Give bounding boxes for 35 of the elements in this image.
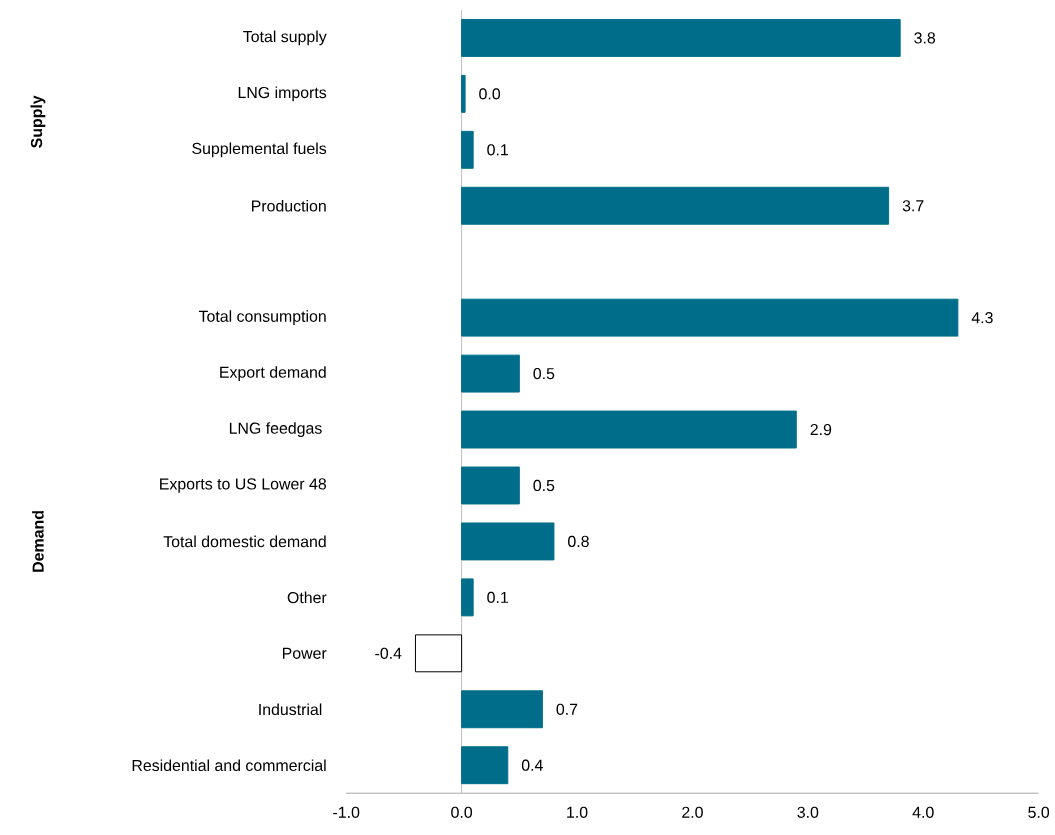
x-tick-label: 2.0	[682, 806, 703, 818]
x-tick-label: 4.0	[912, 806, 934, 818]
y-tick-label: Industrial	[259, 703, 322, 716]
text: Demand	[32, 511, 44, 572]
data-label: 0.0	[479, 88, 501, 100]
data-label: 0.4	[521, 759, 543, 771]
y-tick-label: LNG feedgas	[229, 422, 322, 437]
y-tick-label: Power	[282, 647, 327, 659]
y-tick-label: Export demand	[220, 366, 326, 381]
y-tick-label: Exports to US Lower 48	[160, 478, 327, 493]
data-label: 3.8	[914, 32, 936, 44]
data-label: 3.7	[902, 200, 924, 212]
data-label: 0.1	[487, 144, 508, 156]
x-tick-label: 1.0	[567, 806, 588, 818]
x-tick-label: -1.0	[333, 806, 360, 818]
y-tick-label: Production	[252, 199, 326, 212]
x-tick-label: 3.0	[797, 806, 819, 818]
data-label: 0.1	[487, 591, 508, 603]
data-label: 0.5	[533, 479, 555, 492]
data-label: 4.3	[971, 311, 993, 324]
data-label: -0.4	[375, 647, 402, 659]
x-tick-label: 0.0	[451, 806, 473, 818]
y-tick-label: Supplemental fuels	[192, 142, 327, 158]
data-label: 0.8	[568, 535, 589, 548]
y-tick-label: LNG imports	[238, 86, 327, 102]
data-label: 2.9	[810, 423, 832, 436]
y-tick-label: Total consumption	[198, 310, 326, 326]
y-tick-label: Total domestic demand	[163, 535, 326, 548]
y-tick-label: Other	[287, 591, 327, 604]
data-label: 0.5	[533, 367, 555, 380]
y-tick-label: Residential and commercial	[132, 759, 326, 772]
y-tick-label: Total supply	[243, 30, 327, 46]
text: Supply	[30, 95, 46, 148]
x-tick-label: 5.0	[1028, 806, 1050, 818]
data-label: 0.7	[556, 703, 578, 715]
